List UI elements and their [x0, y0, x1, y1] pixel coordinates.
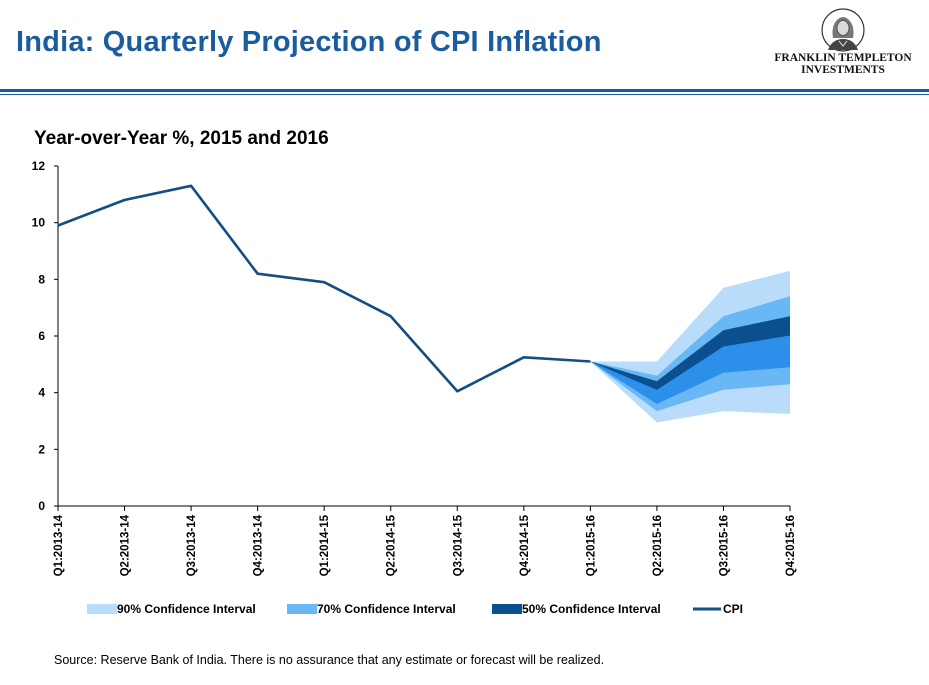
header-rule-thin — [0, 94, 929, 95]
logo-company-name: FRANKLIN TEMPLETON — [774, 52, 912, 64]
y-tick-label: 0 — [38, 499, 45, 513]
y-tick-label: 10 — [32, 216, 46, 230]
x-tick-label: Q1:2015-16 — [585, 515, 597, 576]
y-tick-label: 8 — [38, 272, 45, 286]
header-rule-thick — [0, 89, 929, 92]
x-tick-label: Q2:2014-15 — [386, 514, 398, 576]
x-tick-label: Q4:2014-15 — [519, 514, 531, 576]
x-tick-label: Q2:2015-16 — [652, 515, 664, 576]
x-tick-label: Q4:2013-14 — [253, 514, 265, 576]
y-tick-label: 4 — [38, 386, 45, 400]
legend-ci50-swatch — [492, 604, 522, 614]
x-tick-label: Q3:2015-16 — [718, 515, 730, 576]
x-tick-label: Q4:2015-16 — [785, 515, 797, 576]
x-tick-label: Q1:2014-15 — [319, 514, 331, 576]
legend-ci70-swatch — [287, 604, 317, 614]
franklin-portrait-icon — [821, 8, 865, 52]
y-tick-label: 2 — [38, 442, 45, 456]
source-note: Source: Reserve Bank of India. There is … — [54, 653, 605, 667]
legend-ci50-label: 50% Confidence Interval — [522, 602, 661, 616]
cpi-projection-chart: 0 2 4 6 8 10 12 Q1:2013-14 Q2:2013-14 Q3:2013-14 Q… — [32, 159, 797, 616]
legend-ci90-swatch — [87, 604, 117, 614]
y-tick-label: 12 — [32, 159, 46, 173]
ci50-band-upper — [590, 316, 790, 390]
franklin-templeton-logo: FRANKLIN TEMPLETON INVESTMENTS — [772, 8, 914, 76]
cpi-series-line — [57, 184, 591, 393]
x-tick-label: Q3:2014-15 — [452, 514, 464, 576]
chart-title: Year-over-Year %, 2015 and 2016 — [34, 128, 329, 149]
legend-ci90-label: 90% Confidence Interval — [117, 602, 256, 616]
y-tick-label: 6 — [38, 329, 45, 343]
legend-ci70-label: 70% Confidence Interval — [317, 602, 456, 616]
page-title: India: Quarterly Projection of CPI Infla… — [16, 26, 602, 58]
x-tick-label: Q3:2013-14 — [186, 514, 198, 576]
logo-company-subtitle: INVESTMENTS — [801, 64, 885, 76]
x-tick-label: Q2:2013-14 — [120, 514, 132, 576]
x-tick-label: Q1:2013-14 — [53, 514, 65, 576]
legend-cpi-label: CPI — [723, 602, 743, 616]
